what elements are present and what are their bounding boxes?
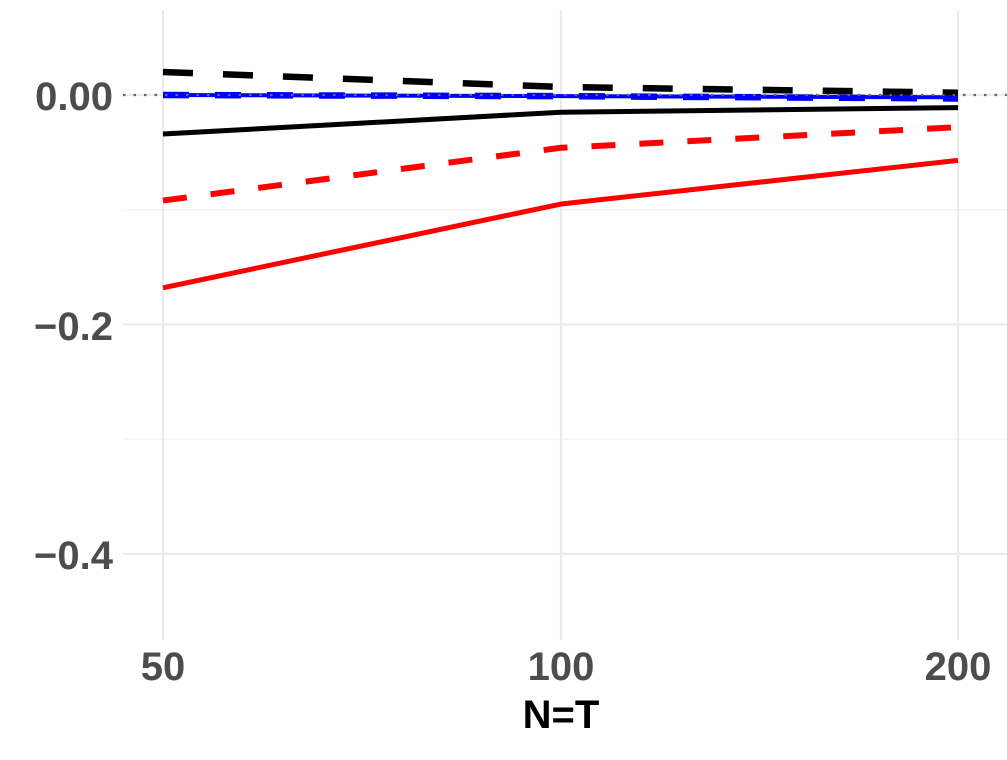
data-series [162, 68, 959, 291]
x-axis-title: N=T [523, 693, 600, 737]
y-axis-tick-labels: 0.00 −0.2 −0.4 [34, 75, 114, 578]
series-line-red-dashed [162, 124, 959, 204]
x-tick-label-2: 200 [925, 645, 992, 689]
grid-lines [123, 10, 1007, 640]
x-tick-label-0: 50 [141, 645, 186, 689]
y-tick-label-0: 0.00 [35, 75, 113, 119]
series-line-black-solid [162, 105, 959, 137]
series-line-blue-solid [162, 93, 959, 100]
series-line-black-dashed [162, 68, 959, 96]
series-line-red-solid [162, 157, 959, 291]
y-tick-label-1: −0.2 [34, 305, 113, 349]
x-axis-tick-labels: 50 100 200 [141, 645, 992, 689]
x-tick-label-1: 100 [528, 645, 595, 689]
y-tick-label-2: −0.4 [34, 534, 114, 578]
